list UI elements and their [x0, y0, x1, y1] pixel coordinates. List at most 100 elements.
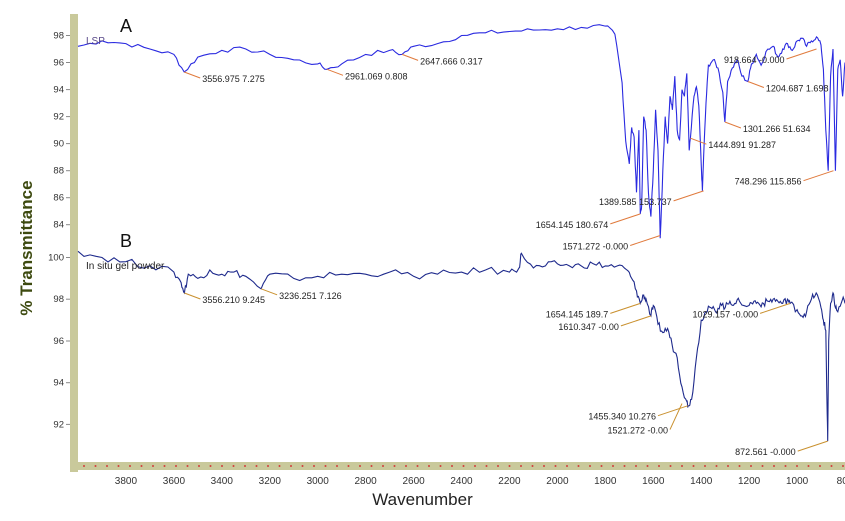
y-tick-label: 92	[53, 112, 64, 123]
axis-dot	[439, 465, 442, 467]
peak-annotation: 2961.069 0.808	[345, 71, 408, 81]
axis-dot	[635, 465, 637, 467]
axis-dot	[497, 465, 499, 467]
leader-line	[401, 53, 419, 61]
x-axis-bar	[70, 462, 845, 470]
axis-dot	[704, 465, 706, 467]
axis-dot	[842, 465, 844, 467]
axis-dot	[485, 465, 488, 467]
peak-annotation: 3556.975 7.275	[202, 74, 265, 84]
leader-line	[669, 403, 683, 430]
axis-dot	[370, 465, 373, 467]
peak-annotation: 1654.145 180.674	[536, 220, 609, 230]
peak-annotation: 1301.266 51.634	[743, 124, 811, 134]
y-tick-label: 94	[53, 378, 64, 389]
y-axis-bar	[70, 14, 78, 472]
y-tick-label: 98	[53, 294, 64, 305]
leader-line	[630, 235, 661, 246]
x-tick-label: 800	[837, 476, 845, 487]
peak-annotation: 1455.340 10.276	[588, 412, 656, 422]
axis-dot	[727, 465, 729, 467]
axis-dot	[784, 465, 787, 467]
y-tick-label: 94	[53, 85, 64, 96]
axis-dot	[428, 465, 430, 467]
axis-dot	[462, 465, 465, 467]
x-tick-label: 3000	[307, 476, 330, 487]
axis-dot	[209, 465, 212, 467]
x-tick-label: 2200	[498, 476, 521, 487]
axis-dot	[520, 465, 522, 467]
axis-dot	[324, 465, 327, 467]
peak-annotation: 872.561 -0.000	[735, 447, 796, 457]
axis-dot	[267, 465, 269, 467]
y-tick-label: 86	[53, 193, 64, 204]
leader-line	[803, 170, 834, 182]
leader-line	[797, 440, 828, 452]
peak-annotation: 1204.687 1.698	[766, 84, 829, 94]
peak-annotation: 1521.272 -0.00	[607, 426, 668, 436]
x-tick-label: 3400	[211, 476, 234, 487]
peak-annotation: 918.664 -0.000	[724, 55, 785, 65]
x-tick-label: 1400	[690, 476, 713, 487]
spectrum-line-a	[77, 24, 845, 239]
axis-dot	[83, 465, 85, 467]
x-tick-label: 3800	[115, 476, 138, 487]
axis-dot	[819, 465, 821, 467]
x-tick-label: 1600	[642, 476, 665, 487]
leader-line	[747, 81, 765, 88]
axis-dot	[232, 465, 235, 467]
axis-dot	[796, 465, 798, 467]
axis-dot	[612, 465, 614, 467]
axis-dot	[669, 465, 672, 467]
peak-annotation: 1029.157 -0.000	[693, 309, 759, 319]
axis-dot	[715, 465, 718, 467]
leader-line	[724, 121, 742, 129]
leader-line	[326, 68, 344, 76]
axis-dot	[416, 465, 419, 467]
axis-dot	[382, 465, 384, 467]
peak-annotation: 1610.347 -0.00	[558, 322, 619, 332]
x-tick-label: 2600	[402, 476, 425, 487]
axis-dot	[393, 465, 396, 467]
leader-line	[610, 302, 641, 314]
axis-dot	[175, 465, 177, 467]
peak-annotation: 1389.585 153.737	[599, 197, 672, 207]
peak-annotation: 1571.272 -0.000	[563, 242, 629, 252]
leader-line	[673, 190, 704, 202]
axis-dot	[313, 465, 315, 467]
axis-dot	[738, 465, 741, 467]
axis-dot	[359, 465, 361, 467]
axis-dot	[221, 465, 223, 467]
axis-dot	[140, 465, 143, 467]
x-tick-label: 2800	[354, 476, 377, 487]
axis-dot	[301, 465, 304, 467]
x-tick-label: 3200	[259, 476, 282, 487]
x-tick-label: 1800	[594, 476, 617, 487]
axis-dot	[347, 465, 350, 467]
leader-line	[690, 137, 707, 145]
y-tick-label: 98	[53, 31, 64, 42]
leader-line	[610, 213, 641, 225]
axis-dot	[278, 465, 281, 467]
axis-dot	[554, 465, 557, 467]
axis-dot	[577, 465, 580, 467]
axis-dot	[750, 465, 752, 467]
x-tick-label: 1200	[738, 476, 761, 487]
axis-dot	[129, 465, 131, 467]
peak-annotation: 3556.210 9.245	[202, 295, 265, 305]
y-tick-label: 96	[53, 336, 64, 347]
axis-dot	[186, 465, 189, 467]
x-axis-label: Wavenumber	[372, 490, 473, 509]
axis-dot	[152, 465, 154, 467]
series-name-a: LSP	[86, 36, 105, 47]
axis-dot	[163, 465, 166, 467]
axis-dot	[106, 465, 108, 467]
leader-line	[759, 302, 791, 314]
leader-line	[657, 405, 689, 417]
peak-annotation: 2647.666 0.317	[420, 56, 483, 66]
spectrum-line-b	[77, 250, 845, 442]
leader-line	[260, 288, 278, 296]
axis-dot	[117, 465, 120, 467]
x-tick-label: 1000	[786, 476, 809, 487]
y-tick-label: 90	[53, 139, 64, 150]
